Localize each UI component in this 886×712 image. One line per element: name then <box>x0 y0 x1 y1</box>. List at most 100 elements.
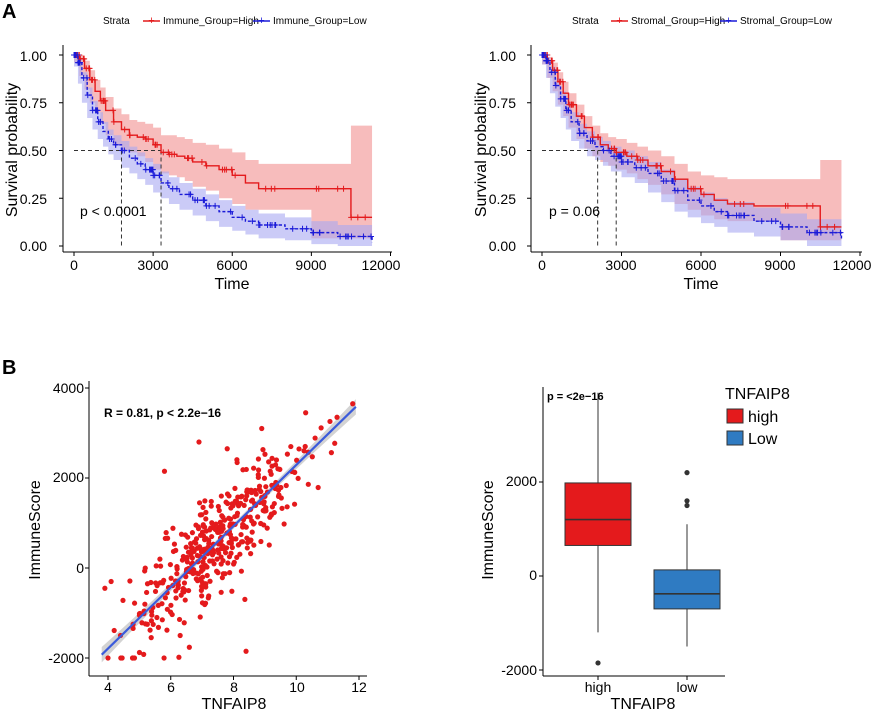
scatter-point <box>266 542 272 548</box>
km2-x-tick-labels: 0 3000 6000 9000 12000 <box>538 257 872 273</box>
scatter-point <box>178 531 185 537</box>
km2-censor-mark-high <box>688 185 695 192</box>
scatter-point <box>238 568 245 574</box>
km2-xtick-1: 3000 <box>605 257 636 273</box>
scatter-point <box>159 617 165 623</box>
km2-x-axis-title: Time <box>684 276 719 293</box>
scatter-plot-area <box>85 387 360 680</box>
scatter-point <box>127 578 133 584</box>
km1-censor-mark-high <box>354 214 361 221</box>
km2-censor-mark-high <box>566 101 573 108</box>
scatter-point <box>222 571 228 577</box>
km1-censor-mark-low <box>149 166 156 173</box>
box-legend-high-label: high <box>748 409 778 426</box>
scatter-point <box>229 588 235 594</box>
scatter-point <box>189 545 195 551</box>
km2-ytick-4: 1.00 <box>489 48 516 64</box>
km2-censor-mark-high <box>831 223 838 230</box>
scatter-point <box>144 621 150 627</box>
scatter-point <box>206 593 212 599</box>
km1-censor-mark-low <box>239 214 246 221</box>
km2-censor-mark-high <box>653 162 660 169</box>
scatter-point <box>202 498 208 504</box>
scatter-point <box>334 414 340 420</box>
scatter-point <box>328 450 334 456</box>
scatter-point <box>259 425 265 432</box>
km1-censor-mark-low <box>84 92 91 99</box>
scatter-point <box>142 565 148 571</box>
box-y-axis-title: ImmuneScore <box>480 480 497 580</box>
box-ytick-2: 2000 <box>506 473 537 489</box>
scatter-point <box>176 654 182 660</box>
scatter-point <box>193 536 200 542</box>
km1-censor-mark-high <box>160 149 167 156</box>
km2-censor-mark-high <box>633 153 640 160</box>
km2-xtick-3: 9000 <box>764 257 795 273</box>
scatter-point <box>268 511 274 517</box>
km1-censor-mark-high <box>88 76 95 83</box>
scatter-point <box>332 440 338 446</box>
box-y-tick-labels: -2000 0 2000 <box>501 473 537 678</box>
scatter-point <box>147 627 153 633</box>
box-ytick-1: 0 <box>529 567 537 583</box>
scatter-point <box>186 587 192 594</box>
km2-censor-mark-high <box>700 191 707 198</box>
scatter-ytick-3: 4000 <box>53 380 84 396</box>
km1-censor-mark-low <box>76 59 83 66</box>
scatter-point <box>189 530 196 536</box>
km2-censor-mark-low <box>539 52 546 58</box>
km2-censor-mark-low <box>620 158 627 165</box>
scatter-point <box>211 525 218 532</box>
km1-censor-mark-high <box>228 166 235 173</box>
scatter-point <box>197 614 203 620</box>
scatter-point <box>204 572 210 579</box>
scatter-point <box>315 484 321 491</box>
km1-censor-mark-low <box>337 233 344 240</box>
km2-ytick-0: 0.00 <box>489 238 516 254</box>
scatter-point <box>305 481 311 487</box>
km1-ytick-1: 0.25 <box>20 191 47 207</box>
scatter-point <box>154 614 160 621</box>
scatter-point <box>244 545 250 551</box>
scatter-point <box>252 487 258 494</box>
scatter-point <box>228 539 234 545</box>
scatter-point <box>183 544 189 550</box>
box-body-high <box>564 482 632 546</box>
km2-y-axis-title: Survival probability <box>473 83 490 217</box>
km1-censor-mark-low <box>97 118 104 125</box>
scatter-point <box>148 635 154 641</box>
km2-censor-mark-high <box>637 157 644 164</box>
scatter-point <box>155 624 162 630</box>
km2-censor-mark-high <box>628 153 635 160</box>
scatter-point <box>214 556 220 562</box>
km2-censor-mark-high <box>803 202 810 209</box>
scatter-point <box>309 454 315 460</box>
km1-censor-mark-low <box>227 208 234 215</box>
scatter-point <box>255 514 261 520</box>
scatter-point <box>244 535 250 541</box>
scatter-point <box>268 471 274 477</box>
scatter-point <box>318 425 324 431</box>
km1-censor-mark-high <box>315 185 322 192</box>
km1-censor-mark-low <box>186 191 193 198</box>
km2-legend-low-label: Stromal_Group=Low <box>740 16 833 27</box>
km1-censor-mark-high <box>98 97 105 104</box>
km2-censor-mark-low <box>758 218 765 225</box>
scatter-point <box>240 467 246 473</box>
scatter-point <box>248 551 254 557</box>
km1-censor-mark-low <box>310 229 317 236</box>
box-legend-high-swatch <box>726 408 744 424</box>
scatter-point <box>197 512 203 518</box>
scatter-point <box>216 507 222 514</box>
km1-ytick-4: 1.00 <box>20 48 47 64</box>
km2-censor-mark-low <box>806 229 813 236</box>
scatter-correlation: R = 0.81, p < 2.2e−16 <box>104 406 221 420</box>
box-x-tick-labels: high low <box>585 679 699 695</box>
km2-legend-high-label: Stromal_Group=High <box>631 16 725 27</box>
scatter-point <box>284 451 290 457</box>
km2-censor-mark-low <box>680 187 687 194</box>
km1-censor-mark-high <box>165 149 172 156</box>
scatter-point <box>218 493 224 499</box>
km1-censor-mark-high <box>83 65 90 72</box>
km2-censor-mark-low <box>587 137 594 144</box>
